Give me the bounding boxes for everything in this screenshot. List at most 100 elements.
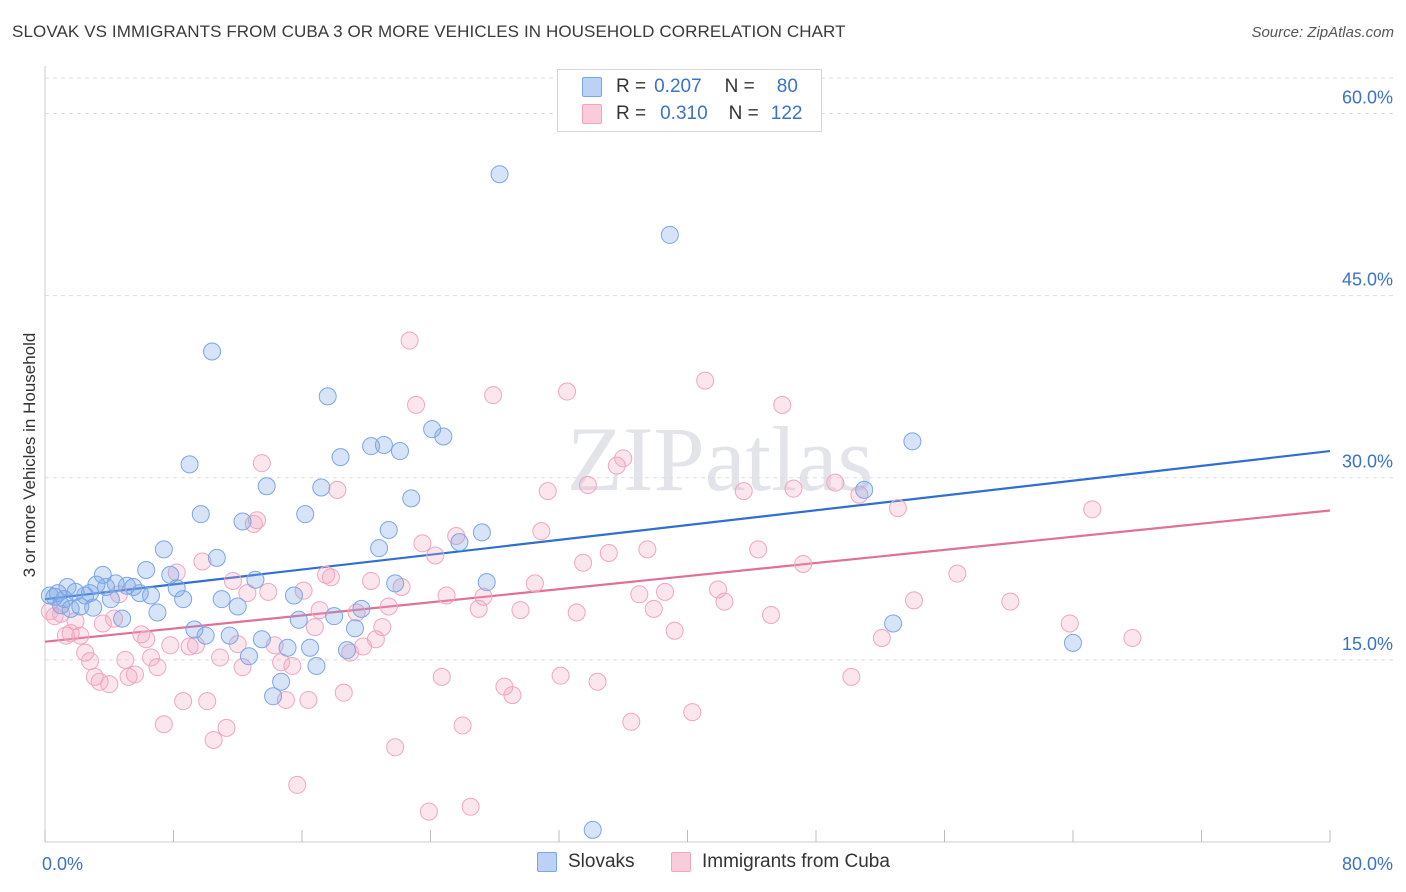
point-cuba [132, 625, 151, 644]
point-slovaks [374, 435, 393, 454]
point-cuba [850, 485, 869, 504]
point-cuba [432, 667, 451, 686]
trend-line-cuba [44, 509, 1331, 643]
point-cuba [762, 605, 781, 624]
legend-n-value-slovaks: 80 [776, 76, 798, 97]
point-cuba [578, 476, 597, 495]
point-cuba [233, 658, 252, 677]
point-slovaks [390, 442, 409, 461]
legend-swatch-slovaks [582, 77, 602, 97]
y-tick-label: 15.0% [1342, 634, 1393, 654]
point-slovaks [289, 610, 308, 629]
point-cuba [683, 703, 702, 722]
point-cuba [622, 712, 641, 731]
point-slovaks [191, 505, 210, 524]
legend-swatch-slovaks [537, 852, 557, 872]
point-slovaks [239, 647, 258, 666]
point-slovaks [220, 626, 239, 645]
point-cuba [379, 597, 398, 616]
point-cuba [66, 612, 85, 631]
point-cuba [419, 802, 438, 821]
point-slovaks [884, 614, 903, 633]
point-cuba [294, 581, 313, 600]
point-slovaks [312, 478, 331, 497]
legend-label-slovaks: Slovaks [568, 851, 635, 872]
point-slovaks [130, 584, 149, 603]
point-slovaks [167, 579, 186, 598]
point-slovaks [203, 342, 222, 361]
point-cuba [80, 652, 99, 671]
point-cuba [469, 599, 488, 618]
point-cuba [794, 554, 813, 573]
point-cuba [773, 395, 792, 414]
point-slovaks [337, 641, 356, 660]
legend-n-label: N = [724, 76, 755, 97]
legend-item-slovaks[interactable]: Slovaks [537, 851, 635, 873]
legend-item-cuba[interactable]: Immigrants from Cuba [671, 851, 890, 873]
point-cuba [948, 564, 967, 583]
chart-title: SLOVAK VS IMMIGRANTS FROM CUBA 3 OR MORE… [12, 22, 846, 41]
point-cuba [288, 775, 307, 794]
point-cuba [1083, 500, 1102, 519]
x-tick-label: 0.0% [42, 854, 83, 874]
point-cuba [1123, 629, 1142, 648]
point-slovaks [207, 548, 226, 567]
point-slovaks [196, 626, 215, 645]
legend-row-cuba: R = 0.310 N = 122 [582, 102, 802, 126]
point-slovaks [264, 687, 283, 706]
point-slovaks [174, 590, 193, 609]
axes [44, 66, 1331, 843]
point-slovaks [370, 539, 389, 558]
point-slovaks [180, 455, 199, 474]
point-cuba [461, 797, 480, 816]
point-cuba [244, 514, 263, 533]
point-slovaks [154, 540, 173, 559]
point-cuba [656, 582, 675, 601]
point-slovaks [660, 225, 679, 244]
source-label: Source: ZipAtlas.com [1251, 24, 1394, 41]
point-cuba [474, 587, 493, 606]
point-slovaks [325, 607, 344, 626]
point-cuba [413, 534, 432, 553]
point-slovaks [362, 437, 381, 456]
point-slovaks [331, 448, 350, 467]
point-cuba [607, 456, 626, 475]
point-cuba [362, 571, 381, 590]
point-cuba [198, 692, 217, 711]
point-cuba [538, 482, 557, 501]
point-cuba [321, 568, 340, 587]
point-cuba [248, 511, 267, 530]
point-cuba [484, 386, 503, 405]
point-slovaks [903, 432, 922, 451]
tick-labels: 15.0% 30.0% 45.0% 60.0% 0.0% 80.0% [42, 87, 1393, 874]
point-slovaks [185, 620, 204, 639]
point-cuba [283, 656, 302, 675]
point-cuba [551, 666, 570, 685]
point-slovaks [142, 586, 161, 605]
legend-r-label: R = [616, 103, 647, 124]
point-cuba [93, 614, 112, 633]
point-cuba [186, 636, 205, 655]
data-points [40, 165, 1142, 839]
point-cuba [826, 473, 845, 492]
point-cuba [193, 552, 212, 571]
point-cuba [56, 626, 75, 645]
point-slovaks [307, 656, 326, 675]
point-cuba [503, 686, 522, 705]
point-cuba [223, 571, 242, 590]
point-slovaks [97, 578, 116, 597]
point-cuba [76, 643, 95, 662]
point-cuba [161, 636, 180, 655]
point-cuba [665, 621, 684, 640]
point-cuba [588, 672, 607, 691]
point-cuba [715, 592, 734, 611]
point-cuba [334, 683, 353, 702]
point-cuba [204, 731, 223, 750]
legend-n-value-cuba: 122 [770, 103, 803, 124]
point-cuba [567, 603, 586, 622]
point-slovaks [113, 609, 132, 628]
point-slovaks [55, 590, 74, 609]
point-cuba [599, 544, 618, 563]
point-slovaks [346, 619, 365, 638]
